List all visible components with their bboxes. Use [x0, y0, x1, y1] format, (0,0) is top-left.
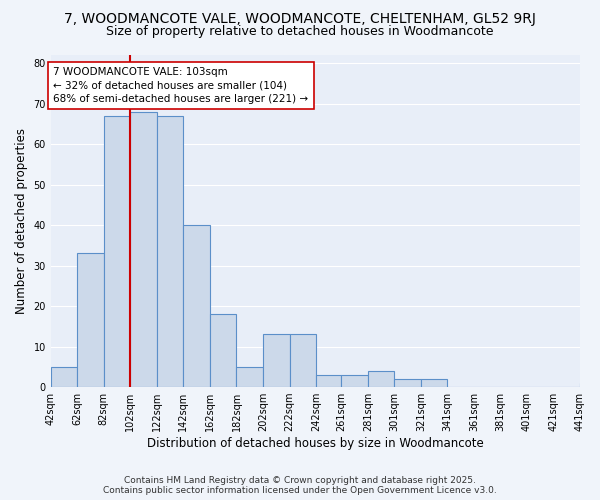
Text: 7, WOODMANCOTE VALE, WOODMANCOTE, CHELTENHAM, GL52 9RJ: 7, WOODMANCOTE VALE, WOODMANCOTE, CHELTE… [64, 12, 536, 26]
Bar [77, 254, 104, 387]
Bar [341, 375, 368, 387]
Y-axis label: Number of detached properties: Number of detached properties [15, 128, 28, 314]
Text: Size of property relative to detached houses in Woodmancote: Size of property relative to detached ho… [106, 25, 494, 38]
Bar [130, 112, 157, 387]
Bar [263, 334, 290, 387]
Bar [421, 379, 448, 387]
Bar [316, 375, 341, 387]
Bar [210, 314, 236, 387]
Bar [394, 379, 421, 387]
Bar [157, 116, 184, 387]
Bar [51, 367, 77, 387]
Bar [580, 383, 600, 387]
Text: Contains HM Land Registry data © Crown copyright and database right 2025.
Contai: Contains HM Land Registry data © Crown c… [103, 476, 497, 495]
Bar [184, 225, 210, 387]
Bar [368, 371, 394, 387]
Bar [104, 116, 130, 387]
Text: 7 WOODMANCOTE VALE: 103sqm
← 32% of detached houses are smaller (104)
68% of sem: 7 WOODMANCOTE VALE: 103sqm ← 32% of deta… [53, 67, 308, 104]
Bar [236, 367, 263, 387]
Bar [290, 334, 316, 387]
X-axis label: Distribution of detached houses by size in Woodmancote: Distribution of detached houses by size … [147, 437, 484, 450]
